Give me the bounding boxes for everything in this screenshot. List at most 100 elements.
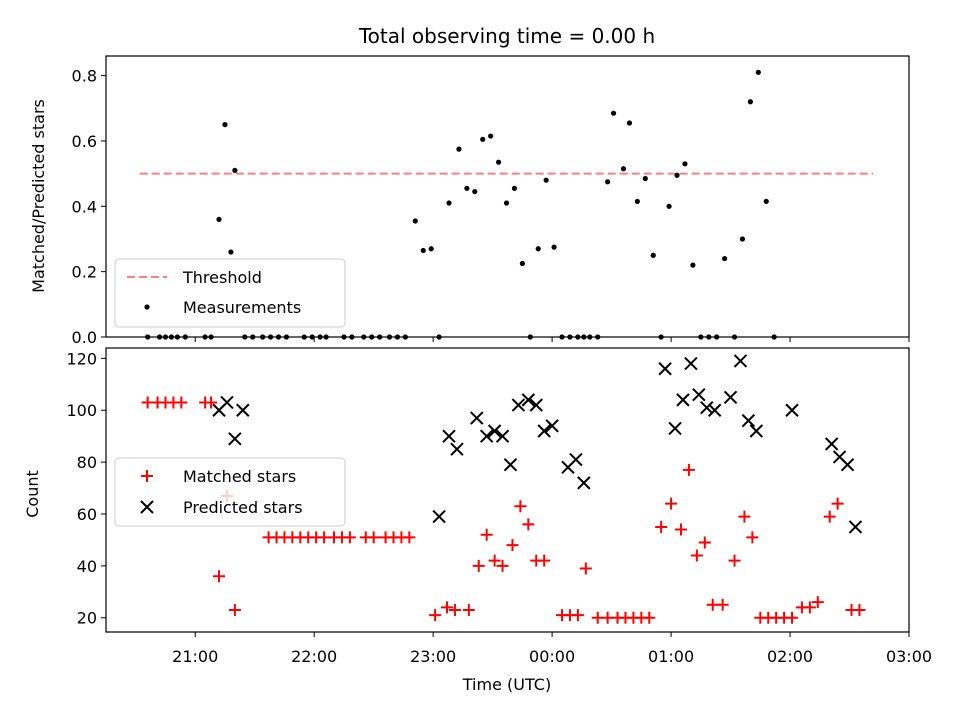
- predicted-star-point: [228, 432, 242, 446]
- matched-star-point: [228, 603, 241, 616]
- top-legend-box: [114, 258, 346, 328]
- measurement-point: [722, 255, 728, 262]
- measurement-point: [535, 246, 541, 252]
- matched-star-point: [579, 562, 592, 575]
- measurement-point: [228, 249, 234, 255]
- measurement-point: [610, 110, 617, 116]
- measurement-points: [145, 69, 777, 340]
- matched-star-point: [506, 539, 519, 552]
- predicted-star-point: [569, 452, 583, 467]
- measurement-point: [551, 244, 557, 250]
- bottom-x-tick-label: 03:00: [886, 647, 932, 666]
- measurement-point: [755, 69, 761, 75]
- matched-star-point: [367, 531, 380, 544]
- matched-star-point: [488, 554, 501, 567]
- predicted-star-point: [537, 424, 551, 438]
- matched-star-point: [665, 497, 678, 510]
- measurement-point: [222, 122, 228, 128]
- matched-star-point: [514, 500, 527, 513]
- predicted-star-point: [529, 398, 543, 412]
- predicted-star-point: [692, 387, 706, 402]
- matched-star-point: [786, 611, 799, 624]
- predicted-star-point: [432, 509, 446, 524]
- predicted-star-point: [840, 458, 855, 472]
- matched-star-point: [213, 570, 226, 583]
- measurements-legend-label: Measurements: [183, 298, 301, 317]
- measurement-point: [420, 247, 426, 254]
- predicted-star-point: [450, 442, 464, 456]
- predicted-star-point: [741, 413, 756, 428]
- matched-star-point: [690, 549, 703, 562]
- matched-star-point: [462, 603, 475, 616]
- top-y-tick-label: 0.6: [72, 132, 97, 151]
- predicted-star-point: [733, 354, 748, 368]
- predicted-star-point: [707, 403, 722, 417]
- matched-star-point: [343, 531, 356, 544]
- measurement-point: [232, 167, 238, 173]
- matched-star-point: [571, 609, 584, 622]
- measurement-point: [428, 246, 434, 252]
- top-y-axis-label: Matched/Predicted stars: [29, 99, 48, 293]
- measurement-point: [739, 236, 746, 242]
- matched-star-point: [522, 518, 535, 531]
- matched-star-point: [441, 601, 454, 614]
- predicted-star-point: [487, 424, 502, 438]
- bottom-legend-box: [114, 457, 346, 527]
- matched-star-point: [538, 554, 551, 567]
- predicted-star-point: [676, 393, 690, 407]
- bottom-plot-panel: Count Time (UTC) 20 40 60 80 100 120 21:00 22:…: [23, 347, 932, 694]
- measurement-point: [488, 133, 494, 139]
- measurement-point: [511, 185, 518, 191]
- predicted-star-points: [212, 354, 863, 534]
- measurement-point: [446, 200, 452, 206]
- predicted-star-point: [503, 458, 518, 472]
- bottom-y-tick-label: 40: [77, 557, 97, 576]
- measurement-point: [456, 146, 462, 152]
- matched-star-point: [853, 603, 866, 616]
- measurement-point: [634, 198, 640, 205]
- bottom-legend: Matched stars Predicted stars: [114, 457, 346, 527]
- measurement-point: [480, 136, 486, 142]
- matched-star-point: [448, 603, 461, 616]
- measurement-point: [690, 262, 696, 268]
- bottom-x-tick-label: 00:00: [529, 647, 575, 666]
- predicted-star-point: [723, 390, 738, 404]
- bottom-x-tick-label: 22:00: [291, 647, 337, 666]
- measurement-point: [666, 203, 672, 209]
- matched-legend-swatch: [141, 470, 153, 482]
- measurement-point: [763, 198, 769, 205]
- bottom-x-tick-label: 23:00: [410, 647, 456, 666]
- predicted-star-point: [658, 362, 672, 376]
- top-x-ticks: [194, 337, 910, 342]
- predicted-star-point: [824, 437, 839, 451]
- measurement-point: [620, 166, 627, 172]
- predicted-star-point: [668, 421, 682, 436]
- predicted-star-point: [442, 429, 456, 443]
- top-plot-panel: Total observing time = 0.00 h Matched/Pr…: [29, 24, 910, 347]
- measurement-point: [682, 161, 688, 167]
- predicted-star-point: [545, 419, 559, 433]
- bottom-y-axis-label: Count: [23, 470, 42, 518]
- matched-star-point: [175, 396, 188, 409]
- matched-star-point: [728, 554, 741, 567]
- bottom-x-tick-label: 02:00: [767, 647, 813, 666]
- predicted-star-point: [785, 403, 799, 417]
- predicted-star-point: [479, 429, 494, 443]
- bottom-y-tick-label: 100: [66, 401, 97, 420]
- matched-star-point: [496, 559, 509, 572]
- measurement-point: [412, 218, 418, 224]
- top-y-tick-label: 0.2: [72, 263, 97, 282]
- matched-star-point: [698, 536, 711, 549]
- matched-star-point: [716, 598, 729, 611]
- matched-star-point: [403, 531, 416, 544]
- top-plot-title: Total observing time = 0.00 h: [358, 24, 655, 48]
- measurement-point: [674, 172, 680, 178]
- matched-star-point: [480, 528, 493, 541]
- bottom-plot-frame: [105, 347, 910, 633]
- bottom-x-ticks: 21:00 22:00 23:00 00:00 01:00 02:00 03:00: [172, 632, 932, 666]
- matched-legend-label: Matched stars: [183, 467, 296, 486]
- threshold-legend-label: Threshold: [182, 268, 262, 287]
- predicted-star-point: [700, 400, 714, 415]
